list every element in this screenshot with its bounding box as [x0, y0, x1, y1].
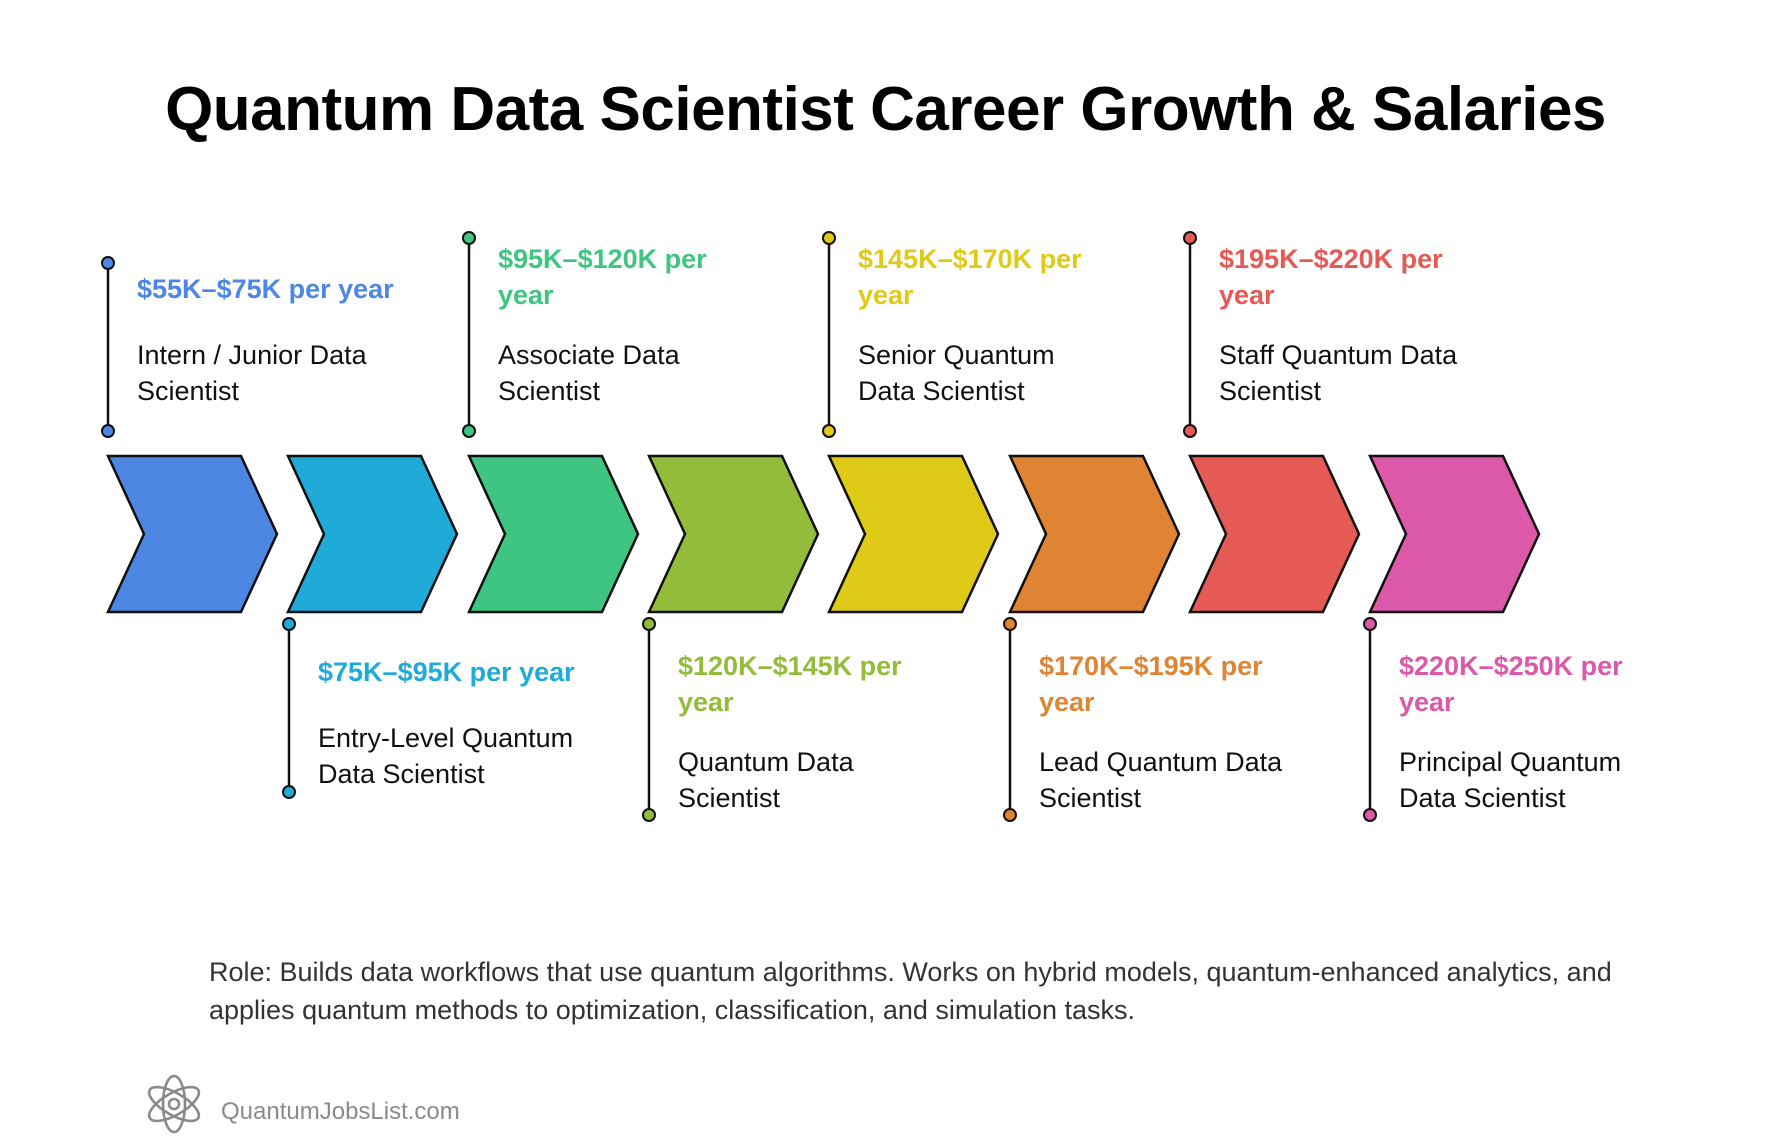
page-title: Quantum Data Scientist Career Growth & S… [165, 75, 1606, 144]
stage-marker-dot [1183, 231, 1197, 245]
stage-chevron-4 [647, 454, 820, 614]
stage-marker-dot [282, 617, 296, 631]
stage-marker-dot [1003, 808, 1017, 822]
stage-chevron-5 [827, 454, 1000, 614]
stage-role: Lead Quantum Data Scientist [1039, 747, 1283, 813]
stage-chevron-6 [1008, 454, 1181, 614]
stage-salary: $75K–$95K per year [318, 657, 575, 687]
stage-salary: $220K–$250K per year [1399, 651, 1623, 717]
stage-marker-dot [282, 785, 296, 799]
stage-marker-dot [101, 424, 115, 438]
stage-salary: $170K–$195K per year [1039, 651, 1263, 717]
stage-salary: $195K–$220K per year [1219, 244, 1443, 310]
stage-marker-dot [1003, 617, 1017, 631]
stage-role: Intern / Junior Data Scientist [137, 340, 367, 406]
stage-salary: $55K–$75K per year [137, 274, 394, 304]
stage-marker-dot [642, 808, 656, 822]
role-description: Role: Builds data workflows that use qua… [209, 957, 1612, 1025]
atom-icon [147, 1074, 201, 1134]
stage-chevron-3 [467, 454, 640, 614]
stage-chevron-1 [106, 454, 279, 614]
stage-chevron-2 [286, 454, 459, 614]
stage-role: Senior Quantum Data Scientist [858, 340, 1055, 406]
stage-marker-dot [1183, 424, 1197, 438]
stage-marker-dot [462, 231, 476, 245]
stage-role: Associate Data Scientist [498, 340, 680, 406]
stage-role: Staff Quantum Data Scientist [1219, 340, 1458, 406]
stage-chevron-7 [1188, 454, 1361, 614]
stage-salary: $145K–$170K per year [858, 244, 1082, 310]
stage-role: Quantum Data Scientist [678, 747, 854, 813]
stage-chevron-8 [1368, 454, 1541, 614]
stage-marker-dot [822, 424, 836, 438]
stage-marker-dot [101, 256, 115, 270]
stage-marker-dot [822, 231, 836, 245]
stage-role: Entry-Level Quantum Data Scientist [318, 723, 574, 789]
stage-marker-dot [1363, 617, 1377, 631]
stage-role: Principal Quantum Data Scientist [1399, 747, 1622, 813]
stage-marker-dot [462, 424, 476, 438]
stage-marker-dot [642, 617, 656, 631]
stage-salary: $95K–$120K per year [498, 244, 707, 310]
stage-salary: $120K–$145K per year [678, 651, 902, 717]
brand-name: QuantumJobsList.com [221, 1098, 460, 1125]
stage-marker-dot [1363, 808, 1377, 822]
